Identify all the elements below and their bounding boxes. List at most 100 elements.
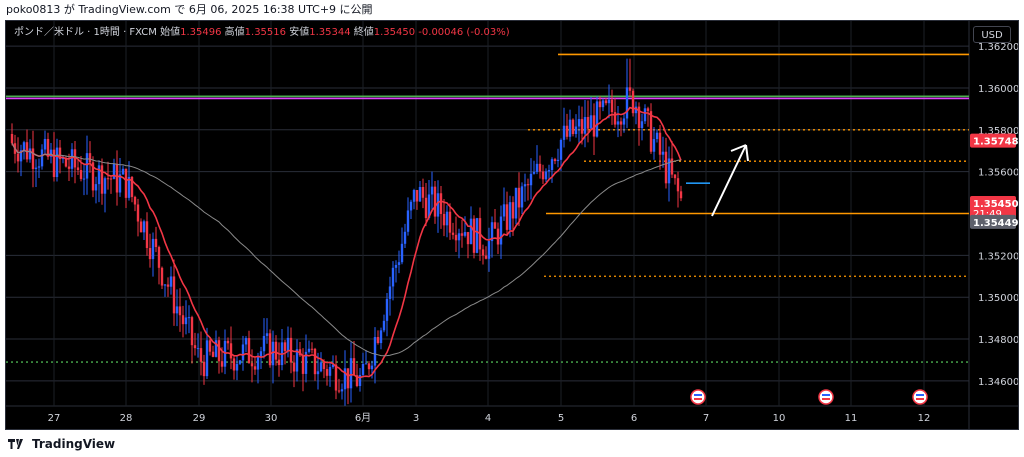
price-tag-lower: 1.35449 <box>973 218 1018 229</box>
candle-body <box>541 171 545 180</box>
candle-body <box>346 368 350 389</box>
y-tick-label: 1.35000 <box>978 293 1018 304</box>
candle-body <box>25 142 29 160</box>
candle-body <box>343 368 347 390</box>
candle-body <box>166 284 170 287</box>
candle-body <box>259 351 263 358</box>
candle-body <box>274 341 278 360</box>
candle-body <box>328 367 332 376</box>
candle-body <box>232 358 236 371</box>
legend-value: 安値 <box>286 25 309 38</box>
candle-body <box>445 211 449 226</box>
candle-body <box>409 201 413 211</box>
candle-body <box>337 390 341 392</box>
candle-body <box>322 362 326 369</box>
candle-body <box>439 193 443 214</box>
candle-body <box>535 163 539 172</box>
candle-body <box>235 363 239 371</box>
candle-body <box>610 99 614 113</box>
candle-body <box>634 106 638 114</box>
candle-body <box>649 111 653 152</box>
candle-body <box>427 194 431 219</box>
x-tick-label: 29 <box>193 413 206 424</box>
candle-body <box>628 87 632 91</box>
candle-body <box>10 133 14 144</box>
candle-body <box>394 264 398 268</box>
candle-body <box>601 100 605 108</box>
candle-body <box>283 342 287 352</box>
candle-body <box>385 298 389 321</box>
candle-body <box>238 360 242 364</box>
candle-body <box>211 351 215 357</box>
candlestick-chart[interactable]: 1.36200 1.36000 1.35800 1.35600 1.35200 1.350… <box>6 21 1018 429</box>
price-tag-current: 1.35450 <box>973 199 1018 210</box>
candle-body <box>388 286 392 299</box>
candle-body <box>22 142 26 151</box>
candle-body <box>511 202 515 219</box>
candle-body <box>55 147 59 178</box>
candle-body <box>148 248 152 260</box>
candle-body <box>487 241 491 259</box>
candle-body <box>82 178 86 180</box>
candle-body <box>268 333 272 366</box>
candle-body <box>442 213 446 226</box>
candle-body <box>616 121 620 125</box>
candle-body <box>361 363 365 375</box>
candle-body <box>451 232 455 235</box>
candle-body <box>64 158 68 167</box>
candle-body <box>517 187 521 208</box>
candle-body <box>70 149 74 169</box>
candle-body <box>553 159 557 162</box>
x-tick-label: 7 <box>703 413 709 424</box>
candle-body <box>499 216 503 245</box>
candle-body <box>562 125 566 140</box>
candle-body <box>430 186 434 195</box>
candle-body <box>97 165 101 185</box>
candle-body <box>397 262 401 265</box>
candle-body <box>208 340 212 352</box>
candle-body <box>523 184 527 187</box>
candle-body <box>184 317 188 325</box>
candle-body <box>67 166 71 169</box>
candle-body <box>556 159 560 162</box>
annotation-arrow-shaft <box>711 144 747 217</box>
chart-legend: ポンド／米ドル · 1時間 · FXCM 始値1.35496 高値1.35516… <box>14 25 510 38</box>
candle-body <box>436 193 440 217</box>
candle-body <box>466 232 470 245</box>
tradingview-logo-icon <box>8 439 23 449</box>
candle-body <box>76 167 80 171</box>
candle-body <box>142 221 146 233</box>
x-tick-label: 6月 <box>355 412 371 424</box>
candle-body <box>124 168 128 198</box>
price-tag-current-countdown: 21:49 <box>973 209 1002 220</box>
candle-body <box>460 233 464 236</box>
candle-body <box>319 362 323 372</box>
chart-frame[interactable]: 1.36200 1.36000 1.35800 1.35600 1.35200 1.350… <box>5 20 1019 430</box>
candle-body <box>454 234 458 241</box>
x-tick-label: 4 <box>485 413 491 424</box>
candle-body <box>247 338 251 364</box>
legend-value: 1.35450 <box>374 27 415 38</box>
candle-body <box>52 149 56 178</box>
candle-body <box>151 238 155 260</box>
candle-body <box>583 117 587 134</box>
candle-body <box>655 132 659 140</box>
candle-body <box>46 138 50 157</box>
candle-body <box>604 100 608 104</box>
candle-body <box>220 361 224 367</box>
candle-body <box>115 163 119 193</box>
flag-stripe <box>822 394 830 396</box>
candle-body <box>100 165 104 194</box>
candle-body <box>295 349 299 372</box>
candle-body <box>172 276 176 314</box>
candle-body <box>532 171 536 174</box>
flag-stripe <box>694 398 702 400</box>
candle-body <box>403 231 407 244</box>
slow-moving-average-line <box>11 142 682 357</box>
candle-body <box>538 163 542 172</box>
candle-body <box>625 87 629 119</box>
candle-body <box>304 351 308 374</box>
currency-button[interactable]: USD <box>973 26 1011 43</box>
candle-body <box>94 184 98 191</box>
y-tick-label: 1.35200 <box>978 251 1018 262</box>
